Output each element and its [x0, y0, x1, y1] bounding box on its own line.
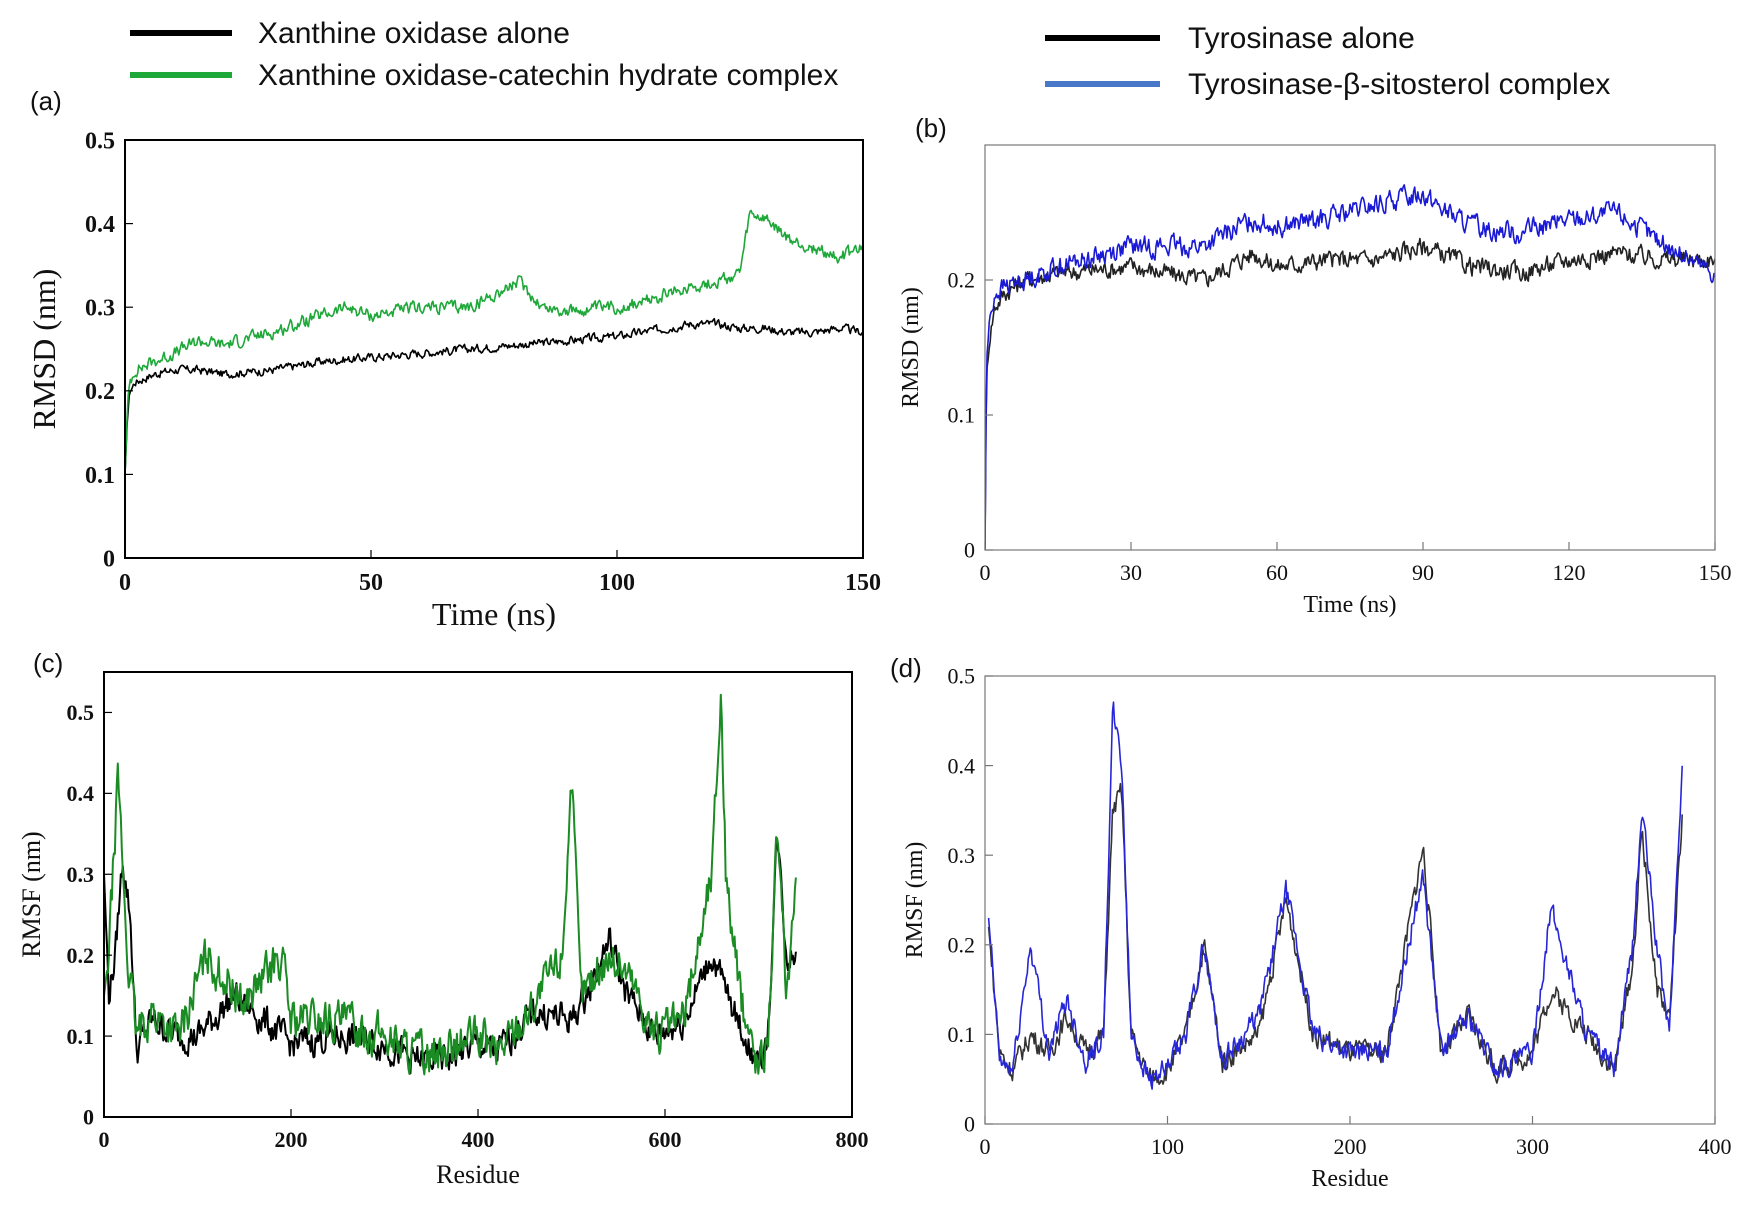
- y-tick-label: 0.5: [948, 664, 976, 689]
- x-tick-label: 0: [119, 570, 131, 596]
- panel-label-d: (d): [890, 653, 922, 683]
- y-tick-label: 0.4: [67, 781, 95, 806]
- series-line-a-1: [125, 209, 863, 475]
- x-tick-label: 30: [1120, 560, 1142, 585]
- x-tick-label: 800: [836, 1127, 869, 1152]
- x-tick-label: 400: [462, 1127, 495, 1152]
- y-tick-label: 0.5: [85, 128, 115, 154]
- legend-right-label-1: Tyrosinase-β-sitosterol complex: [1188, 68, 1610, 101]
- series-line-b-0: [985, 237, 1715, 550]
- x-axis-label: Residue: [436, 1160, 520, 1189]
- series-line-d-1: [987, 701, 1683, 1090]
- x-tick-label: 0: [980, 1134, 991, 1159]
- x-tick-label: 600: [649, 1127, 682, 1152]
- legend-left-label-1: Xanthine oxidase-catechin hydrate comple…: [258, 59, 838, 92]
- panel-label-c: (c): [33, 648, 63, 678]
- x-tick-label: 90: [1412, 560, 1434, 585]
- series-line-c-0: [104, 838, 797, 1075]
- panel-label-b: (b): [915, 113, 947, 143]
- y-tick-label: 0.2: [67, 943, 95, 968]
- panel-a: (a) 0 50 100 150 0 0.1 0.2 0.3 0.4 0.5 Time (ns) RMS…: [26, 86, 881, 632]
- y-tick-label: 0: [964, 1112, 975, 1137]
- y-tick-label: 0.1: [948, 1022, 976, 1047]
- x-tick-label: 200: [275, 1127, 308, 1152]
- plot-frame-a: [124, 139, 864, 559]
- panel-label-a: (a): [30, 86, 62, 116]
- x-axis-label: Time (ns): [1303, 592, 1396, 618]
- legend-left-label-0: Xanthine oxidase alone: [258, 17, 570, 50]
- x-tick-label: 50: [359, 570, 383, 596]
- x-tick-label: 400: [1699, 1134, 1732, 1159]
- y-tick-label: 0.4: [85, 212, 115, 238]
- y-axis-label: RMSD (nm): [898, 287, 924, 408]
- plot-frame-b: [984, 144, 1716, 551]
- legend-left: Xanthine oxidase alone Xanthine oxidase-c…: [130, 17, 838, 92]
- y-tick-label: 0.1: [948, 403, 976, 428]
- x-tick-label: 0: [99, 1127, 110, 1152]
- x-axis-label: Time (ns): [432, 596, 556, 632]
- x-tick-label: 150: [845, 570, 881, 596]
- y-tick-label: 0.3: [67, 862, 95, 887]
- y-tick-label: 0.4: [948, 753, 976, 778]
- x-tick-label: 100: [1151, 1134, 1184, 1159]
- series-line-d-0: [987, 782, 1683, 1085]
- panel-b: (b) 0 30 60 90 120 150 0 0.1 0.2 Time (ns) RMSD (nm…: [898, 113, 1732, 618]
- legend-right: Tyrosinase alone Tyrosinase-β-sitosterol …: [1045, 22, 1610, 101]
- x-tick-label: 60: [1266, 560, 1288, 585]
- x-tick-label: 120: [1553, 560, 1586, 585]
- y-axis-label: RMSD (nm): [26, 269, 62, 430]
- panels: (a) 0 50 100 150 0 0.1 0.2 0.3 0.4 0.5 Time (ns) RMS…: [17, 86, 1732, 1192]
- x-axis-label: Residue: [1311, 1166, 1388, 1192]
- x-tick-label: 100: [599, 570, 635, 596]
- series-line-a-0: [125, 317, 863, 475]
- y-tick-label: 0.1: [67, 1024, 95, 1049]
- y-tick-label: 0.1: [85, 463, 115, 489]
- y-tick-label: 0: [83, 1105, 94, 1130]
- legend-right-label-0: Tyrosinase alone: [1188, 22, 1415, 55]
- y-tick-label: 0: [964, 538, 975, 563]
- x-tick-label: 300: [1516, 1134, 1549, 1159]
- y-tick-label: 0.3: [948, 843, 976, 868]
- y-tick-label: 0.3: [85, 296, 115, 322]
- panel-d: (d) 0 100 200 300 400 0 0.1 0.2 0.3 0.4 0.5 Residue R…: [890, 653, 1732, 1192]
- y-tick-label: 0.2: [948, 268, 976, 293]
- series-line-b-1: [985, 184, 1715, 550]
- y-tick-label: 0.2: [85, 379, 115, 405]
- x-tick-label: 200: [1334, 1134, 1367, 1159]
- x-tick-label: 150: [1699, 560, 1732, 585]
- x-tick-label: 0: [980, 560, 991, 585]
- y-axis-label: RMSF (nm): [17, 831, 46, 957]
- y-tick-label: 0: [103, 546, 115, 572]
- series-line-c-1: [104, 693, 797, 1076]
- y-tick-label: 0.5: [67, 700, 95, 725]
- panel-c: (c) 0 200 400 600 800 0 0.1 0.2 0.3 0.4 0.5 Residue R…: [17, 648, 869, 1189]
- y-tick-label: 0.2: [948, 933, 976, 958]
- y-axis-label: RMSF (nm): [902, 842, 928, 959]
